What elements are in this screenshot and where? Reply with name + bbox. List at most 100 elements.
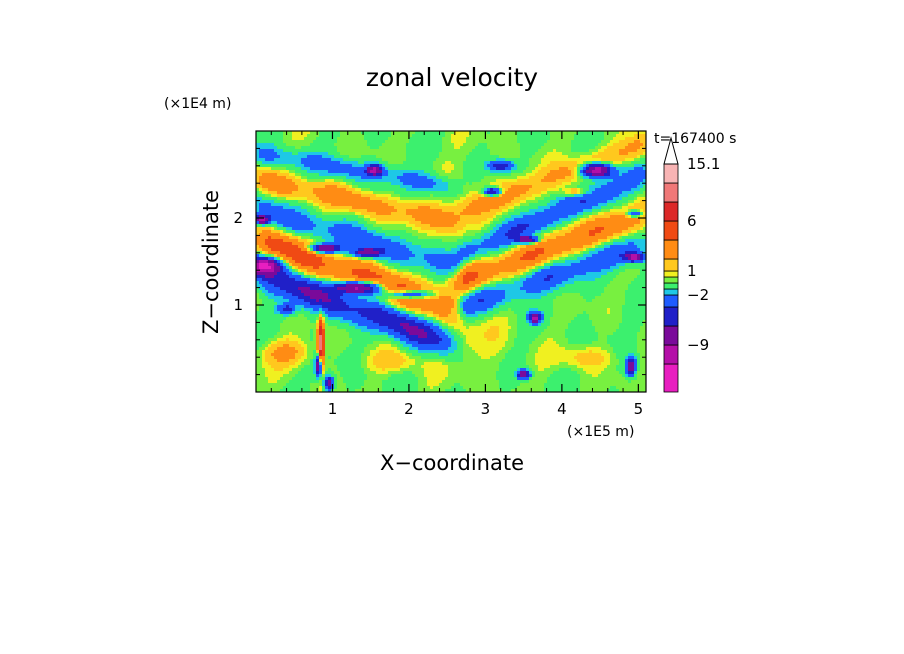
field-cell <box>319 245 323 249</box>
field-cell <box>406 134 410 138</box>
field-cell <box>316 164 320 168</box>
field-cell <box>364 284 368 288</box>
field-cell <box>352 239 356 243</box>
field-cell <box>394 218 398 222</box>
field-cell <box>337 350 341 354</box>
field-cell <box>265 161 269 165</box>
field-cell <box>274 164 278 168</box>
field-cell <box>307 335 311 339</box>
field-cell <box>415 254 419 258</box>
field-cell <box>424 317 428 321</box>
field-cell <box>304 272 308 276</box>
field-cell <box>334 332 338 336</box>
field-cell <box>373 230 377 234</box>
field-cell <box>280 170 284 174</box>
field-cell <box>337 374 341 378</box>
field-cell <box>367 314 371 318</box>
field-cell <box>283 182 287 186</box>
field-cell <box>259 353 263 357</box>
field-cell <box>277 179 281 183</box>
field-cell <box>256 137 260 141</box>
field-cell <box>292 137 296 141</box>
field-cell <box>298 224 302 228</box>
field-cell <box>346 383 350 387</box>
field-cell <box>421 164 425 168</box>
field-cell <box>307 140 311 144</box>
field-cell <box>391 365 395 369</box>
field-cell <box>388 314 392 318</box>
field-cell <box>340 344 344 348</box>
field-cell <box>286 380 290 384</box>
field-cell <box>328 383 332 387</box>
field-cell <box>298 176 302 180</box>
field-cell <box>274 248 278 252</box>
field-cell <box>349 188 353 192</box>
field-cell <box>271 236 275 240</box>
field-cell <box>349 167 353 171</box>
field-cell <box>277 263 281 267</box>
field-cell <box>379 305 383 309</box>
field-cell <box>307 188 311 192</box>
field-cell <box>361 311 365 315</box>
field-cell <box>316 140 320 144</box>
field-cell <box>397 188 401 192</box>
field-cell <box>259 377 263 381</box>
field-cell <box>280 368 284 372</box>
field-cell <box>418 287 422 291</box>
field-cell <box>286 149 290 153</box>
field-cell <box>292 182 296 186</box>
field-cell <box>394 335 398 339</box>
field-cell <box>286 383 290 387</box>
field-cell <box>415 173 419 177</box>
field-cell <box>391 182 395 186</box>
field-cell <box>310 371 314 375</box>
field-cell <box>394 206 398 210</box>
field-cell <box>298 179 302 183</box>
field-cell <box>364 257 368 261</box>
field-cell <box>394 230 398 234</box>
field-cell <box>397 149 401 153</box>
field-cell <box>256 149 260 153</box>
field-cell <box>403 161 407 165</box>
field-cell <box>370 305 374 309</box>
field-cell <box>268 218 272 222</box>
field-cell <box>376 317 380 321</box>
field-cell <box>385 272 389 276</box>
field-cell <box>286 200 290 204</box>
field-cell <box>403 143 407 147</box>
field-cell <box>412 371 416 375</box>
field-cell <box>370 308 374 312</box>
field-cell <box>397 362 401 366</box>
field-cell <box>376 218 380 222</box>
field-cell <box>367 296 371 300</box>
field-cell <box>385 314 389 318</box>
field-cell <box>382 203 386 207</box>
field-cell <box>400 140 404 144</box>
field-cell <box>373 161 377 165</box>
field-cell <box>343 179 347 183</box>
field-cell <box>265 257 269 261</box>
field-cell <box>316 299 320 303</box>
field-cell <box>385 350 389 354</box>
field-cell <box>391 140 395 144</box>
field-cell <box>400 308 404 312</box>
field-cell <box>319 383 323 387</box>
field-cell <box>337 194 341 198</box>
field-cell <box>328 293 332 297</box>
field-cell <box>379 254 383 258</box>
field-cell <box>424 299 428 303</box>
field-cell <box>301 218 305 222</box>
field-cell <box>292 149 296 153</box>
field-cell <box>265 371 269 375</box>
field-cell <box>295 377 299 381</box>
field-cell <box>274 365 278 369</box>
field-cell <box>262 182 266 186</box>
field-cell <box>259 218 263 222</box>
field-cell <box>268 185 272 189</box>
field-cell <box>409 302 413 306</box>
field-cell <box>373 221 377 225</box>
field-cell <box>313 224 317 228</box>
field-cell <box>277 278 281 282</box>
field-cell <box>355 251 359 255</box>
field-cell <box>391 194 395 198</box>
